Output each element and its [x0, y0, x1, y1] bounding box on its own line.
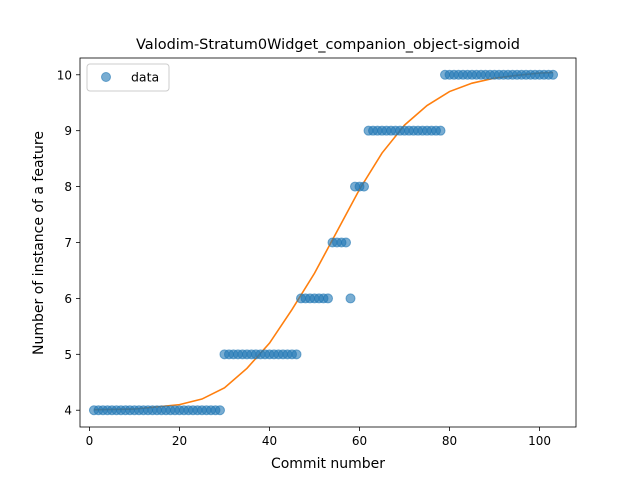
y-axis-label: Number of instance of a feature: [31, 131, 47, 355]
legend-box: [86, 63, 170, 92]
y-tick-label: 7: [64, 236, 72, 250]
legend: data: [86, 63, 170, 92]
data-point: [291, 349, 302, 360]
y-tick-label: 9: [64, 124, 72, 138]
data-point: [359, 181, 370, 192]
data-point: [548, 69, 559, 80]
y-tick-label: 5: [64, 348, 72, 362]
data-point: [323, 293, 333, 304]
y-tick-label: 4: [64, 404, 72, 418]
legend-marker-data: [101, 72, 111, 82]
y-tick-label: 10: [57, 68, 72, 82]
x-tick-label: 40: [262, 434, 277, 448]
x-tick-label: 0: [86, 434, 94, 448]
y-tick-label: 8: [64, 180, 72, 194]
x-tick-label: 100: [528, 434, 551, 448]
x-tick-label: 20: [172, 434, 187, 448]
y-tick-label: 6: [64, 292, 72, 306]
data-point: [341, 237, 351, 248]
legend-label-data: data: [131, 70, 159, 85]
x-axis-label: Commit number: [271, 456, 385, 472]
x-tick-label: 60: [352, 434, 367, 448]
x-tick-label: 80: [442, 434, 457, 448]
data-points-layer: [88, 69, 559, 416]
data-point: [214, 405, 225, 416]
chart-title: Valodim-Stratum0Widget_companion_object-…: [136, 37, 520, 53]
data-point: [435, 125, 446, 136]
axes-layer: 0 20 40 60 80 100 4 5 6 7 8 9 10: [57, 57, 577, 448]
data-point: [345, 293, 356, 304]
